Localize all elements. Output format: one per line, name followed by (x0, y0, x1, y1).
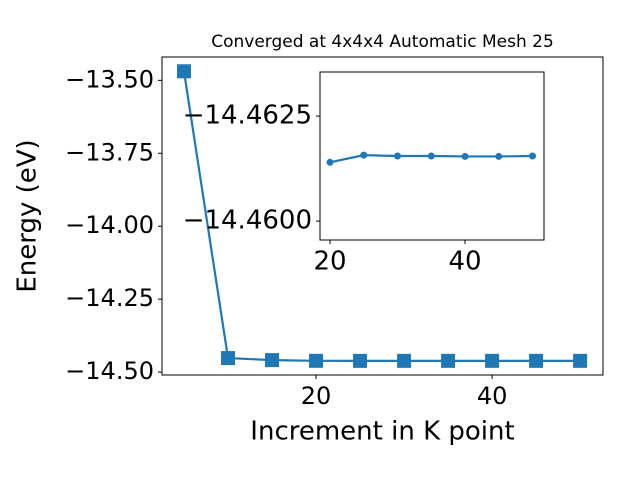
marker (529, 353, 544, 368)
marker (529, 152, 537, 160)
marker (353, 353, 368, 368)
x-axis-label: Increment in K point (250, 417, 514, 447)
x-tick-label: 40 (477, 382, 508, 410)
y-tick-label: −13.50 (65, 65, 154, 93)
marker (360, 151, 368, 159)
marker (177, 64, 192, 79)
marker (495, 152, 503, 160)
marker (441, 353, 456, 368)
y-tick-label: −14.4600 (183, 206, 312, 236)
x-tick-label: 20 (313, 247, 346, 277)
marker (326, 158, 334, 166)
y-tick-label: −13.75 (65, 138, 154, 166)
y-tick-label: −14.4625 (183, 101, 312, 131)
marker (397, 353, 412, 368)
y-tick-label: −14.50 (65, 357, 154, 385)
marker (427, 152, 435, 160)
x-tick-label: 20 (301, 382, 332, 410)
y-tick-label: −14.00 (65, 211, 154, 239)
marker (485, 353, 500, 368)
y-axis-label: Energy (eV) (13, 139, 43, 292)
marker (573, 353, 588, 368)
marker (394, 152, 402, 160)
series-line (182, 71, 581, 362)
marker (309, 353, 324, 368)
marker (461, 152, 469, 160)
marker (265, 353, 280, 368)
chart-title: Converged at 4x4x4 Automatic Mesh 25 (211, 32, 554, 52)
x-tick-label: 40 (448, 247, 481, 277)
y-tick-label: −14.25 (65, 284, 154, 312)
marker (221, 351, 236, 366)
